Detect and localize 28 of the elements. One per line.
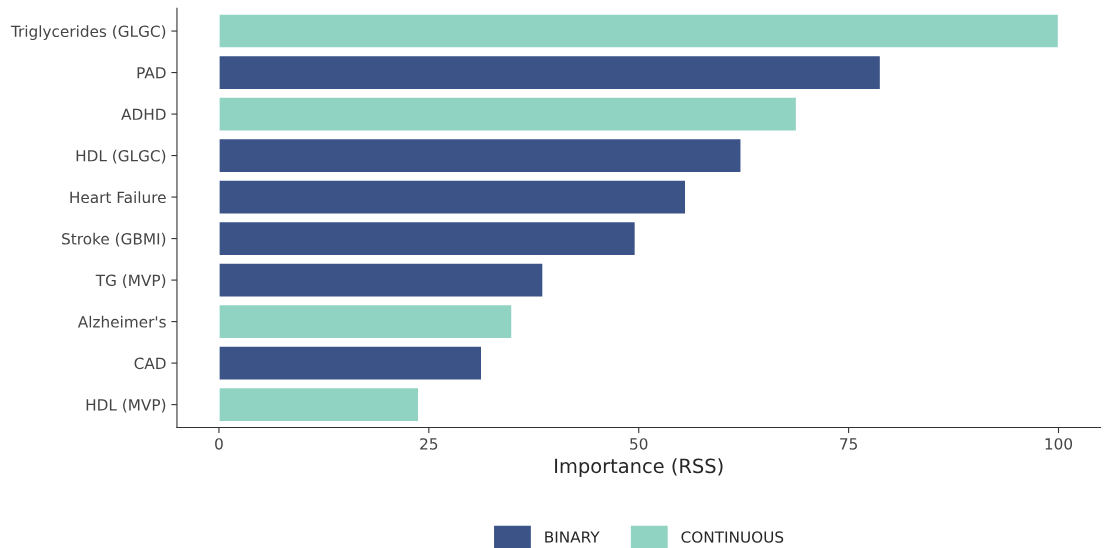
y-tick-label: HDL (MVP)	[86, 398, 166, 413]
x-tick-label: 0	[215, 438, 223, 450]
bar	[218, 137, 742, 174]
bar	[218, 13, 1060, 49]
y-tick-label: Alzheimer's	[77, 315, 166, 328]
bar	[218, 220, 637, 257]
y-tick-label: Heart Failure	[70, 191, 166, 204]
bar	[218, 96, 798, 132]
y-tick-label: CAD	[134, 357, 166, 370]
legend-label: CONTINUOUS	[681, 531, 784, 543]
y-tick-label: HDL (GLGC)	[76, 149, 166, 164]
x-tick-label: 25	[420, 438, 438, 450]
bar	[218, 386, 420, 423]
bar	[218, 345, 483, 381]
x-axis-title: Importance (RSS)	[555, 458, 723, 478]
y-tick-label: Triglycerides (GLGC)	[10, 25, 166, 41]
y-tick-label: TG (MVP)	[95, 274, 166, 288]
legend-label: BINARY	[545, 531, 600, 543]
x-tick-label: 100	[1045, 438, 1073, 450]
bar	[218, 179, 687, 215]
bar	[218, 262, 544, 298]
y-tick-label: PAD	[137, 67, 166, 79]
y-tick-label: Stroke (GBMI)	[62, 232, 166, 247]
x-tick-label: 50	[630, 438, 648, 450]
y-tick-label: ADHD	[121, 108, 166, 120]
bar	[218, 54, 882, 91]
x-tick-label: 75	[840, 438, 857, 450]
bar	[218, 303, 513, 340]
